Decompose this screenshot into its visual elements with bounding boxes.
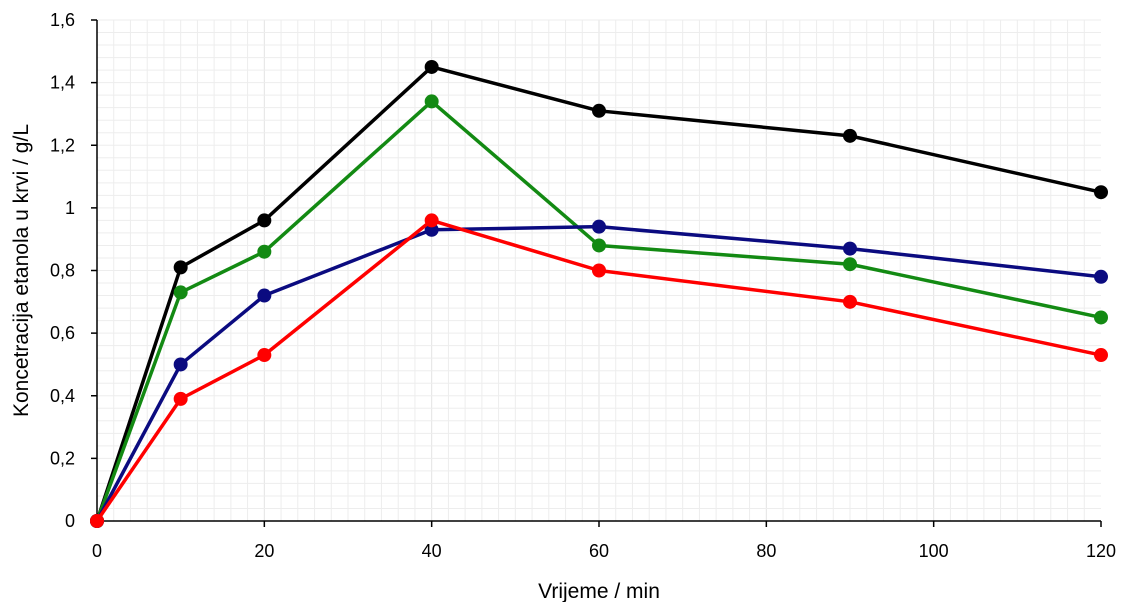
data-point: [257, 244, 272, 259]
y-tick-label: 0: [65, 511, 75, 531]
y-axis-title: Koncetracija etanola u krvi / g/L: [10, 124, 33, 417]
data-point: [173, 285, 188, 300]
x-axis-title: Vrijeme / min: [538, 580, 660, 602]
data-point: [173, 391, 188, 406]
data-point: [592, 238, 606, 253]
data-point: [843, 241, 857, 256]
data-point: [843, 128, 857, 143]
data-point: [173, 357, 188, 372]
y-tick-label: 0,8: [50, 261, 75, 281]
data-point: [1094, 185, 1108, 200]
x-tick-label: 0: [92, 541, 102, 561]
series: [90, 59, 1108, 528]
x-tick-label: 40: [422, 541, 442, 561]
data-point: [1094, 348, 1108, 363]
data-point: [257, 213, 272, 228]
y-tick-label: 0,2: [50, 448, 75, 468]
y-tick-label: 0,6: [50, 323, 75, 343]
y-tick-label: 1,6: [50, 10, 75, 30]
data-point: [843, 294, 857, 309]
y-tick-label: 0,4: [50, 386, 75, 406]
data-point: [843, 257, 857, 272]
y-tick-label: 1,4: [50, 73, 75, 93]
data-point: [1094, 269, 1108, 284]
y-tick-label: 1,2: [50, 135, 75, 155]
data-point: [90, 514, 104, 528]
data-point: [257, 288, 272, 303]
x-tick-label: 80: [756, 541, 776, 561]
grid: [97, 19, 1101, 521]
x-tick-label: 20: [254, 541, 274, 561]
data-point: [592, 263, 606, 278]
data-point: [1094, 310, 1108, 325]
data-point: [592, 219, 606, 234]
data-point: [424, 213, 439, 228]
data-point: [257, 348, 272, 363]
y-tick-label: 1: [65, 198, 75, 218]
data-point: [424, 59, 439, 74]
data-point: [424, 94, 439, 109]
x-tick-label: 60: [589, 541, 609, 561]
data-point: [173, 260, 188, 275]
data-point: [592, 103, 606, 118]
x-tick-label: 100: [919, 541, 949, 561]
x-tick-label: 120: [1086, 541, 1116, 561]
series-3: [90, 219, 1108, 528]
series-4: [90, 213, 1108, 528]
